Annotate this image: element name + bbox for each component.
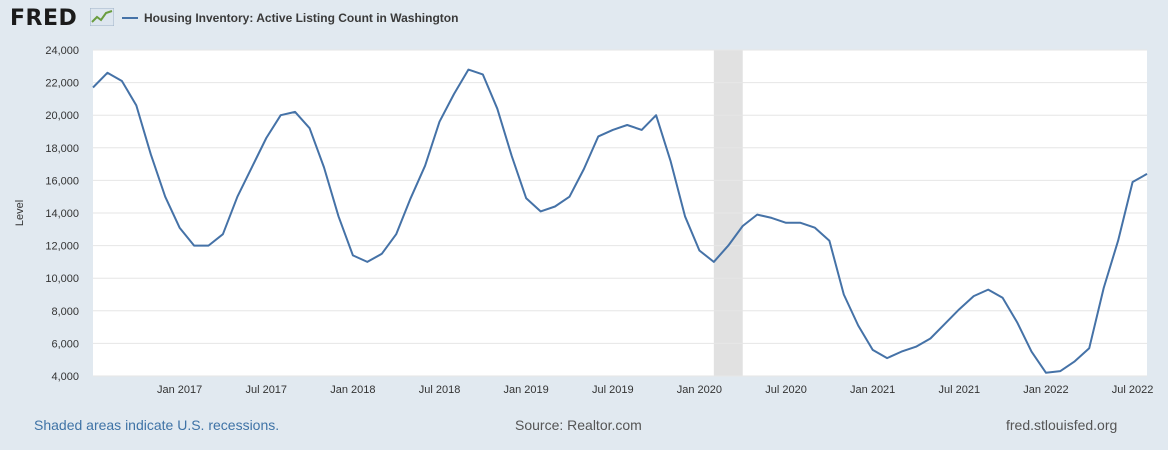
y-tick-label: 22,000	[45, 78, 79, 90]
x-tick-label: Jul 2018	[419, 384, 461, 396]
series-line	[92, 68, 1148, 374]
fred-logo[interactable]: FRED	[10, 6, 78, 31]
x-tick-label: Jan 2022	[1023, 384, 1068, 396]
x-tick-label: Jan 2021	[850, 384, 895, 396]
fred-logo-graph-icon	[90, 8, 114, 26]
y-tick-label: 18,000	[45, 143, 79, 155]
y-tick-label: 6,000	[51, 338, 79, 350]
x-tick-label: Jan 2018	[330, 384, 375, 396]
x-tick-label: Jul 2020	[765, 384, 807, 396]
x-tick-label: Jan 2020	[677, 384, 722, 396]
recession-note: Shaded areas indicate U.S. recessions.	[34, 417, 280, 433]
y-tick-label: 14,000	[45, 208, 79, 220]
x-tick-label: Jul 2019	[592, 384, 634, 396]
chart-header: FRED Housing Inventory: Active Listing C…	[0, 0, 1168, 40]
x-axis-ticks: Jan 2017 Jul 2017 Jan 2018 Jul 2018 Jan 2019…	[157, 384, 1153, 396]
y-axis-ticks: 4,000 6,000 8,000 10,000 12,000 14,000 16,000 1…	[45, 45, 79, 383]
y-tick-label: 20,000	[45, 110, 79, 122]
x-tick-label: Jul 2022	[1112, 384, 1154, 396]
x-tick-label: Jan 2019	[504, 384, 549, 396]
chart-legend: Housing Inventory: Active Listing Count …	[122, 11, 458, 25]
legend-label: Housing Inventory: Active Listing Count …	[144, 11, 459, 25]
x-tick-label: Jul 2021	[939, 384, 981, 396]
source-text: Source: Realtor.com	[515, 417, 642, 433]
y-tick-label: 12,000	[45, 241, 79, 253]
site-link[interactable]: fred.stlouisfed.org	[1006, 417, 1118, 433]
y-tick-label: 4,000	[51, 371, 79, 383]
y-tick-label: 10,000	[45, 273, 79, 285]
x-tick-label: Jan 2017	[157, 384, 202, 396]
y-tick-label: 24,000	[45, 45, 79, 57]
line-chart: 4,000 6,000 8,000 10,000 12,000 14,000 16,000 1…	[14, 45, 1153, 396]
y-tick-label: 8,000	[51, 306, 79, 318]
gridlines	[93, 49, 1147, 377]
y-tick-label: 16,000	[45, 175, 79, 187]
legend-swatch	[122, 17, 138, 19]
x-tick-label: Jul 2017	[245, 384, 287, 396]
y-axis-label: Level	[14, 200, 26, 226]
